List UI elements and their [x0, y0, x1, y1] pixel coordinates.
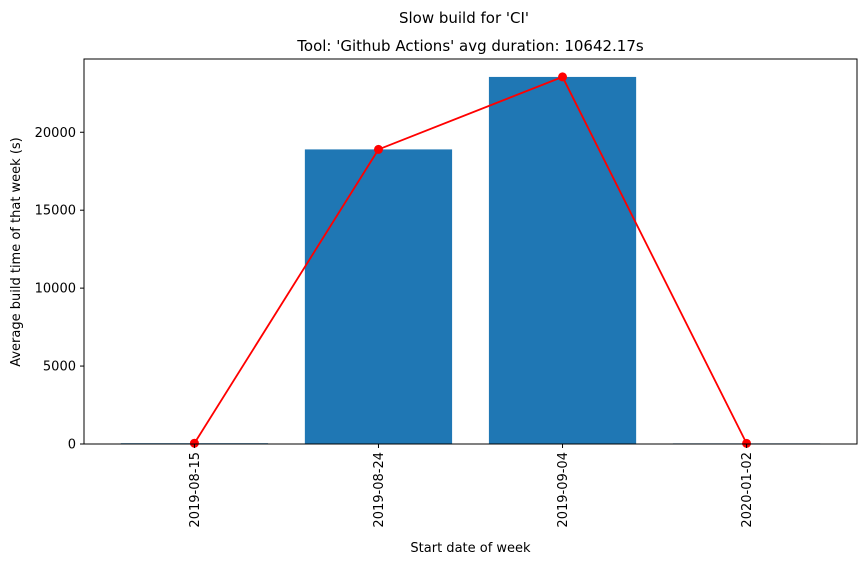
y-tick-label: 10000	[35, 282, 76, 297]
x-tick-label: 2019-08-24	[372, 452, 387, 528]
x-tick-label: 2019-08-15	[188, 452, 203, 528]
y-tick-label: 0	[68, 438, 76, 453]
line-layer	[189, 72, 752, 448]
chart-suptitle: Slow build for 'CI'	[399, 9, 529, 27]
series-line	[193, 75, 748, 444]
y-tick-label: 20000	[35, 126, 76, 141]
chart-title: Tool: 'Github Actions' avg duration: 106…	[296, 37, 644, 55]
line-point-2020-01-02	[742, 438, 752, 448]
y-tick-label: 15000	[35, 204, 76, 219]
bars-layer	[120, 76, 821, 445]
x-axis-label: Start date of week	[410, 541, 531, 556]
y-axis-label: Average build time of that week (s)	[9, 137, 24, 367]
axes-layer: 0 5000 10000 15000 20000 2019-08-15 2019-08-24…	[35, 58, 858, 528]
line-point-2019-08-15	[189, 438, 199, 448]
y-tick-label: 5000	[43, 360, 76, 375]
x-tick-label: 2020-01-02	[740, 452, 755, 528]
x-tick-label: 2019-09-04	[556, 452, 571, 528]
plot-frame	[83, 58, 858, 445]
line-point-2019-08-24	[373, 144, 383, 154]
bar-2019-08-24	[304, 149, 453, 445]
line-point-2019-09-04	[558, 72, 568, 82]
bar-2019-09-04	[488, 76, 637, 444]
